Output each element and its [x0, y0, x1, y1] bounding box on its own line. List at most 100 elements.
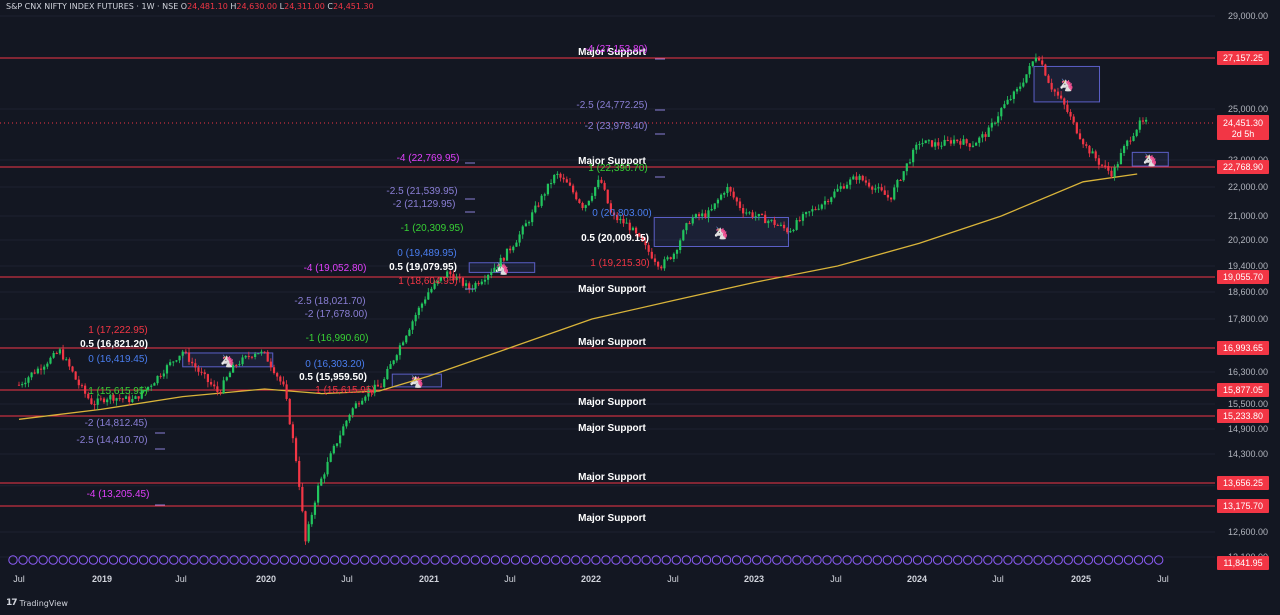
timeline-event-icon[interactable]	[18, 555, 28, 565]
timeline-event-icon[interactable]	[561, 555, 571, 565]
timeline-event-icon[interactable]	[1063, 555, 1073, 565]
timeline-event-icon[interactable]	[219, 555, 229, 565]
timeline-event-icon[interactable]	[1053, 555, 1063, 565]
fib-label-5[interactable]: -2.5 (21,539.95)	[386, 186, 457, 197]
fib-label-15[interactable]: -2.5 (18,021.70)	[294, 296, 365, 307]
timeline-event-icon[interactable]	[721, 555, 732, 565]
timeline-event-icon[interactable]	[671, 555, 681, 565]
timeline-event-icon[interactable]	[319, 555, 330, 565]
fib-label-3[interactable]: -4 (22,769.95)	[397, 153, 460, 164]
timeline-event-icon[interactable]	[199, 555, 209, 565]
timeline-event-icon[interactable]	[259, 555, 269, 565]
timeline-event-icon[interactable]	[38, 555, 48, 565]
fib-label-27[interactable]: -4 (13,205.45)	[87, 489, 150, 500]
fib-label-22[interactable]: 0.5 (15,959.50)	[299, 372, 367, 383]
demand-box-2[interactable]	[468, 262, 536, 273]
timeline-event-icon[interactable]	[741, 555, 752, 565]
timeline-event-icon[interactable]	[370, 555, 380, 565]
timeline-event-icon[interactable]	[269, 555, 279, 565]
timeline-event-icon[interactable]	[380, 555, 390, 565]
timeline-event-icon[interactable]	[1043, 555, 1053, 565]
timeline-event-icon[interactable]	[842, 555, 852, 565]
timeline-event-icon[interactable]	[691, 555, 702, 565]
symbol-title[interactable]: S&P CNX NIFTY INDEX FUTURES · 1W · NSE	[6, 2, 179, 11]
timeline-event-icon[interactable]	[289, 555, 300, 565]
support-price-tag-2[interactable]	[1217, 270, 1269, 284]
fib-label-7[interactable]: 0 (20,803.00)	[592, 208, 652, 219]
brand-name[interactable]: TradingView	[19, 598, 68, 608]
timeline-event-icon[interactable]	[128, 555, 139, 565]
timeline-event-icon[interactable]	[621, 555, 631, 565]
support-price-tag-5[interactable]	[1217, 409, 1269, 423]
timeline-event-icon[interactable]	[420, 555, 430, 565]
timeline-event-icon[interactable]	[440, 555, 450, 565]
timeline-event-icon[interactable]	[339, 555, 350, 565]
timeline-event-icon[interactable]	[752, 555, 762, 565]
timeline-event-icon[interactable]	[430, 555, 440, 565]
timeline-event-icon[interactable]	[661, 555, 671, 565]
timeline-event-icon[interactable]	[98, 555, 109, 565]
support-price-tag-3[interactable]	[1217, 341, 1269, 355]
fib-label-20[interactable]: 0 (16,419.45)	[88, 354, 148, 365]
support-price-tag-7[interactable]	[1217, 499, 1269, 513]
timeline-event-icon[interactable]	[169, 555, 179, 565]
fib-label-8[interactable]: -1 (20,309.95)	[401, 223, 464, 234]
timeline-event-icon[interactable]	[229, 555, 239, 565]
timeline-event-icon[interactable]	[822, 555, 832, 565]
timeline-event-icon[interactable]	[490, 555, 501, 565]
fib-label-17[interactable]: 1 (17,222.95)	[88, 325, 148, 336]
timeline-event-icon[interactable]	[299, 555, 310, 565]
fib-label-1[interactable]: -2.5 (24,772.25)	[576, 100, 647, 111]
timeline-event-icon[interactable]	[108, 555, 119, 565]
demand-box-5[interactable]	[1131, 151, 1169, 167]
timeline-event-icon[interactable]	[772, 555, 782, 565]
fib-label-26[interactable]: -2.5 (14,410.70)	[76, 435, 147, 446]
fib-label-12[interactable]: -4 (19,052.80)	[304, 263, 367, 274]
timeline-event-icon[interactable]	[932, 555, 943, 565]
timeline-event-icon[interactable]	[159, 555, 169, 565]
timeline-event-icon[interactable]	[329, 555, 340, 565]
timeline-event-icon[interactable]	[279, 555, 290, 565]
fib-label-10[interactable]: 0 (19,489.95)	[397, 248, 457, 259]
timeline-event-icon[interactable]	[892, 555, 903, 565]
fib-label-25[interactable]: -2 (14,812.45)	[85, 418, 148, 429]
timeline-event-icon[interactable]	[460, 555, 470, 565]
timeline-event-icon[interactable]	[1123, 555, 1134, 565]
tradingview-logo-icon[interactable]: 𝟭𝟳	[6, 598, 17, 608]
timeline-event-icon[interactable]	[400, 555, 410, 565]
timeline-event-icon[interactable]	[963, 555, 973, 565]
timeline-event-icon[interactable]	[1103, 555, 1114, 565]
fib-label-18[interactable]: -1 (16,990.60)	[306, 333, 369, 344]
timeline-event-icon[interactable]	[1083, 555, 1094, 565]
fib-label-6[interactable]: -2 (21,129.95)	[393, 199, 456, 210]
fib-label-2[interactable]: -2 (23,978.40)	[585, 121, 648, 132]
timeline-event-icon[interactable]	[68, 555, 79, 565]
fib-label-19[interactable]: 0.5 (16,821.20)	[80, 339, 148, 350]
timeline-event-icon[interactable]	[601, 555, 611, 565]
timeline-event-icon[interactable]	[551, 555, 561, 565]
timeline-event-icon[interactable]	[1073, 555, 1084, 565]
bottom-price-tag[interactable]	[1217, 556, 1269, 570]
timeline-event-icon[interactable]	[530, 555, 541, 565]
timeline-event-icon[interactable]	[581, 555, 591, 565]
timeline-event-icon[interactable]	[28, 555, 38, 565]
timeline-event-icon[interactable]	[78, 555, 89, 565]
timeline-event-icon[interactable]	[852, 555, 862, 565]
timeline-event-icon[interactable]	[470, 555, 480, 565]
timeline-event-icon[interactable]	[1033, 555, 1043, 565]
fib-label-13[interactable]: 0.5 (19,079.95)	[389, 262, 457, 273]
fib-label-23[interactable]: 1 (15,615.95)	[88, 386, 148, 397]
timeline-event-icon[interactable]	[58, 555, 68, 565]
timeline-event-icon[interactable]	[360, 555, 370, 565]
timeline-event-icon[interactable]	[701, 555, 712, 565]
timeline-event-icon[interactable]	[1013, 555, 1023, 565]
timeline-event-icon[interactable]	[651, 555, 661, 565]
timeline-event-icon[interactable]	[48, 555, 58, 565]
timeline-event-icon[interactable]	[540, 555, 551, 565]
current-price-tag[interactable]	[1217, 115, 1269, 140]
fib-label-16[interactable]: -2 (17,678.00)	[305, 309, 368, 320]
timeline-event-icon[interactable]	[390, 555, 400, 565]
timeline-event-icon[interactable]	[1143, 555, 1154, 565]
timeline-event-icon[interactable]	[350, 555, 360, 565]
